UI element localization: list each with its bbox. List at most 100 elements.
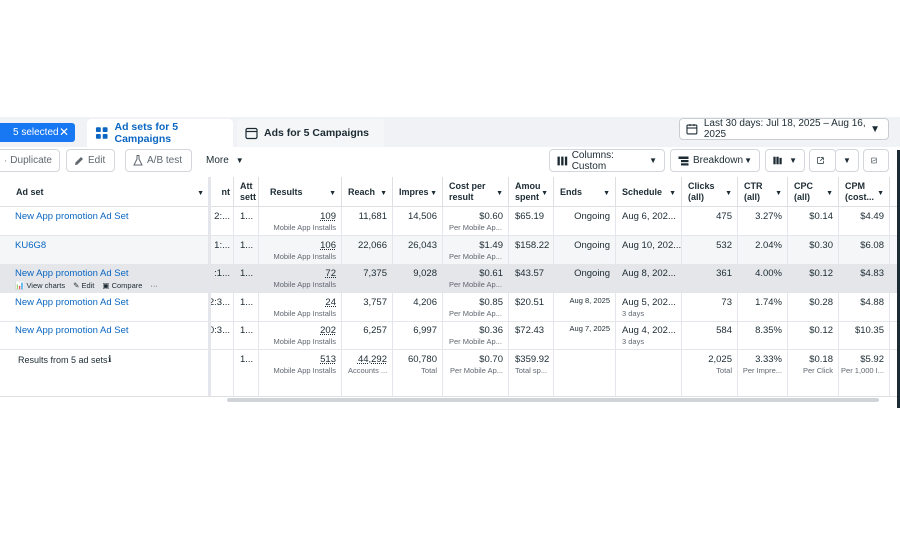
compare-button[interactable]: ▣ Compare [102, 281, 142, 290]
cell-value: $0.85 [479, 296, 503, 308]
sort-caret-icon: ▼ [430, 190, 437, 197]
tab-ads[interactable]: Ads for 5 Campaigns [237, 119, 384, 147]
cell-value: 8.35% [755, 325, 782, 337]
chevron-down-icon: ▼ [649, 156, 657, 165]
calendar-icon [686, 124, 698, 135]
ad-set-name-cell: New App promotion Ad Set 📊 View charts ✎ E… [0, 264, 210, 294]
ad-set-name-link[interactable]: KU6G8 [15, 239, 47, 251]
totals-reach: 44,292 Accounts ... [342, 350, 393, 397]
cell-sub: Per 1,000 I... [841, 366, 884, 375]
date-range-picker[interactable]: Last 30 days: Jul 18, 2025 – Aug 16, 202… [679, 118, 889, 140]
cell-value: 26,043 [407, 239, 437, 251]
col-header-cost-per-result[interactable]: Cost per result ▼ [443, 177, 509, 207]
ad-set-name-link[interactable]: New App promotion Ad Set [15, 296, 129, 308]
totals-cpr: $0.70 Per Mobile Ap... [443, 350, 509, 397]
cell-sub: Mobile App Installs [273, 280, 336, 290]
cell-cpm: $4.83 [839, 264, 890, 294]
cell-clicks: 73 [682, 292, 738, 322]
compare-icon: ▣ [102, 281, 112, 291]
tab-ad-sets[interactable]: Ad sets for 5 Campaigns [87, 119, 233, 147]
cell-value: 1... [240, 325, 254, 337]
columns-icon [557, 156, 568, 165]
col-header-ad-set[interactable]: Ad set ▼ [0, 177, 210, 207]
ad-window-icon [245, 127, 258, 139]
ab-test-button[interactable]: A/B test [125, 149, 192, 172]
info-icon[interactable]: ℹ [108, 354, 112, 364]
col-header-ends[interactable]: Ends ▼ [554, 177, 616, 207]
cell-ctr: 8.35% [738, 321, 788, 351]
cell-value: 60,780 [407, 354, 437, 365]
table-row[interactable]: New App promotion Ad Set 📊 View charts ✎ E… [0, 264, 900, 294]
col-header-cpc[interactable]: CPC (all) ▼ [788, 177, 839, 207]
horizontal-scrollbar[interactable] [227, 398, 879, 402]
cell-cpm: $6.08 [839, 235, 890, 265]
col-header-results[interactable]: Results ▼ [259, 177, 342, 207]
clear-selection-icon[interactable]: ✕ [58, 125, 69, 139]
cell-ends: Ongoing [554, 264, 616, 294]
col-header-clicks[interactable]: Clicks (all) ▼ [682, 177, 738, 207]
table-row[interactable]: New App promotion Ad Set 2:3... 1... 24 Mobi… [0, 292, 900, 322]
more-button[interactable]: More ▼ [206, 149, 244, 172]
breakdown-button[interactable]: Breakdown ▼ [670, 149, 760, 172]
duplicate-button[interactable]: Duplicate [0, 149, 60, 172]
export-button[interactable] [809, 149, 836, 172]
table-row[interactable]: New App promotion Ad Set 0:3... 1... 202 Mob… [0, 321, 900, 351]
cell-value: $43.57 [515, 268, 545, 280]
table-row[interactable]: New App promotion Ad Set 2:... 1... 109 Mobi… [0, 207, 900, 236]
cell-cpc: $0.28 [788, 292, 839, 322]
export-icon [817, 157, 824, 164]
cell-ends: Ongoing [554, 235, 616, 265]
edit-button[interactable]: Edit [66, 149, 115, 172]
ad-set-name-link[interactable]: New App promotion Ad Set [15, 268, 129, 280]
chevron-down-icon: ▼ [235, 156, 244, 165]
totals-att: 1... [234, 350, 259, 397]
export-menu-button[interactable]: ▼ [835, 149, 859, 172]
cell-value: 6,997 [413, 325, 437, 337]
columns-button[interactable]: Columns: Custom ▼ [549, 149, 665, 172]
sort-caret-icon: ▼ [877, 190, 884, 197]
cell-cpc: $0.14 [788, 207, 839, 236]
totals-ends [554, 350, 616, 397]
col-header-ctr[interactable]: CTR (all) ▼ [738, 177, 788, 207]
cell-value: 2:... [214, 211, 230, 222]
cell-value: Aug 10, 202... [622, 239, 682, 251]
cell-value: 44,292 [357, 354, 387, 365]
cell-cpr: $0.36 Per Mobile Ap... [443, 321, 509, 351]
cell-value: $6.08 [860, 239, 884, 251]
col-label-line2: (cost... [845, 192, 875, 202]
ab-test-label: A/B test [147, 155, 183, 166]
col-header-attribution[interactable]: Att sett [234, 177, 259, 207]
cell-value: :1... [214, 268, 230, 280]
col-header-nt[interactable]: nt [210, 177, 234, 207]
ad-set-name-link[interactable]: New App promotion Ad Set [15, 211, 129, 222]
col-header-reach[interactable]: Reach ▼ [342, 177, 393, 207]
cell-spent: $158.22 [509, 235, 554, 265]
cell-sub: Per Mobile Ap... [450, 366, 503, 375]
row-more-button[interactable]: ··· [150, 281, 158, 290]
trend-chart-icon [871, 157, 877, 164]
col-header-cpm[interactable]: CPM (cost... ▼ [839, 177, 890, 207]
view-charts-icon: 📊 [15, 281, 27, 291]
cell-impressions: 14,506 [393, 207, 443, 236]
cell-sub: Total [716, 366, 732, 375]
cell-results: 24 Mobile App Installs [259, 292, 342, 322]
col-label: nt [221, 186, 231, 197]
table-row[interactable]: KU6G8 1:... 1... 106 Mobile App Installs 22,0… [0, 235, 900, 265]
col-header-schedule[interactable]: Schedule ▼ [616, 177, 682, 207]
flask-icon [133, 155, 143, 166]
cell-value: 72 [325, 268, 336, 280]
charts-toggle-button[interactable] [863, 149, 889, 172]
cell-value: 3,757 [363, 296, 387, 308]
row-edit-button[interactable]: ✎ Edit [73, 281, 94, 290]
reports-button[interactable]: ▼ [765, 149, 805, 172]
col-label-line2: (all) [744, 192, 761, 202]
selection-pill[interactable]: 5 selected ✕ [0, 123, 75, 142]
ad-set-name-link[interactable]: New App promotion Ad Set [15, 325, 129, 337]
col-header-amount-spent[interactable]: Amou spent ▼ [509, 177, 554, 207]
ad-set-name-cell: New App promotion Ad Set [0, 292, 210, 322]
cell-value: $4.49 [860, 211, 884, 222]
cell-value: 1.74% [755, 296, 782, 308]
col-header-impressions[interactable]: Impres ▼ [393, 177, 443, 207]
view-charts-button[interactable]: 📊 View charts [15, 281, 65, 290]
col-label: Att [240, 181, 253, 191]
